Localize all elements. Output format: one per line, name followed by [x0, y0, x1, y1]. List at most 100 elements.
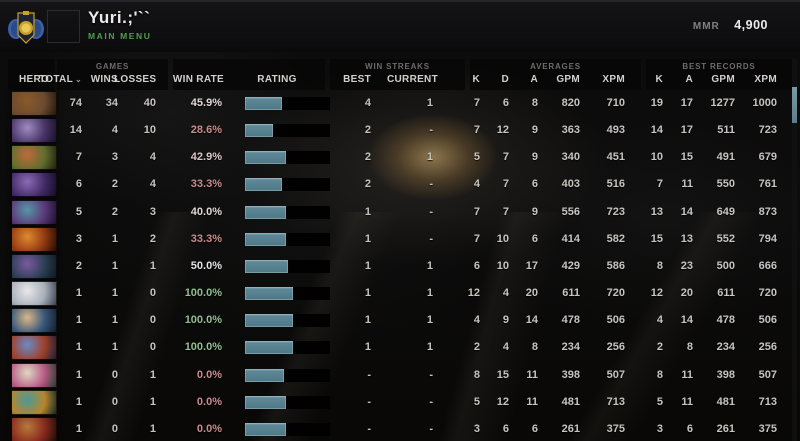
avg-kills-value: 5 — [473, 151, 480, 164]
hero-stats-row[interactable]: 1 0 1 0.0% - - 5 12 11 481 713 5 11 481 … — [0, 389, 800, 416]
best-gpm-value: 500 — [716, 259, 735, 272]
rating-bar-fill — [245, 232, 286, 246]
best-xpm-value: 794 — [758, 232, 777, 245]
column-header-rec-k[interactable]: K — [655, 74, 663, 85]
losses-value: 3 — [149, 205, 156, 218]
column-header-win-rate[interactable]: WIN RATE — [172, 74, 224, 85]
hero-portrait[interactable] — [11, 335, 57, 361]
avg-assists-value: 17 — [525, 259, 538, 272]
column-header-avg-a[interactable]: A — [530, 74, 538, 85]
wins-value: 34 — [105, 97, 118, 109]
avg-kills-value: 7 — [473, 205, 480, 218]
column-header-losses[interactable]: LOSSES — [114, 74, 157, 85]
hero-portrait[interactable] — [11, 253, 57, 279]
avg-xpm-value: 720 — [606, 287, 625, 300]
hero-stats-row[interactable]: 1 0 1 0.0% - - 3 6 6 261 375 3 6 261 375 — [0, 416, 800, 441]
hero-portrait[interactable] — [11, 389, 57, 415]
hero-stats-row[interactable]: 6 2 4 33.3% 2 - 4 7 6 403 516 7 11 550 7… — [0, 171, 800, 198]
avg-xpm-value: 451 — [606, 151, 625, 164]
best-xpm-value: 375 — [758, 422, 777, 435]
hero-portrait[interactable] — [11, 281, 57, 307]
losses-value: 1 — [149, 259, 156, 272]
hero-portrait[interactable] — [11, 145, 57, 171]
best-assists-value: 11 — [681, 368, 693, 381]
column-header-avg-d[interactable]: D — [501, 74, 509, 85]
column-header-total[interactable]: TOTAL ⌄ — [39, 74, 82, 85]
hero-portrait[interactable] — [11, 91, 57, 116]
win-rate-value: 100.0% — [184, 287, 222, 300]
hero-stats-row[interactable]: 14 4 10 28.6% 2 - 7 12 9 363 493 14 17 5… — [0, 117, 800, 144]
hero-portrait[interactable] — [11, 416, 57, 441]
hero-stats-row[interactable]: 1 1 0 100.0% 1 1 12 4 20 611 720 12 20 6… — [0, 280, 800, 307]
losses-value: 2 — [149, 232, 156, 245]
avg-deaths-value: 4 — [502, 287, 509, 300]
column-header-wins[interactable]: WINS — [90, 74, 118, 85]
column-header-rating[interactable]: RATING — [257, 74, 297, 85]
best-kills-value: 4 — [656, 314, 663, 327]
column-header-rec-gpm[interactable]: GPM — [711, 74, 735, 85]
hero-portrait[interactable] — [11, 308, 57, 334]
streak-current-value: - — [429, 124, 433, 137]
best-xpm-value: 713 — [758, 395, 777, 408]
hero-stats-row[interactable]: 1 1 0 100.0% 1 1 2 4 8 234 256 2 8 234 2… — [0, 334, 800, 361]
column-header-rec-xpm[interactable]: XPM — [754, 74, 777, 85]
rating-bar — [245, 151, 330, 165]
hero-stats-row[interactable]: 2 1 1 50.0% 1 1 6 10 17 429 586 8 23 500… — [0, 253, 800, 280]
hero-portrait[interactable] — [11, 118, 57, 144]
avg-assists-value: 6 — [531, 178, 538, 191]
scrollbar-thumb[interactable] — [792, 87, 797, 123]
group-label-best-records: BEST RECORDS — [682, 62, 756, 71]
avg-gpm-value: 414 — [561, 232, 580, 245]
avg-assists-value: 9 — [531, 151, 538, 164]
column-header-hero[interactable]: HERO — [18, 74, 50, 85]
hero-stats-row[interactable]: 3 1 2 33.3% 1 - 7 10 6 414 582 15 13 552… — [0, 226, 800, 253]
hero-portrait[interactable] — [11, 362, 57, 388]
losses-value: 0 — [149, 287, 156, 300]
scrollbar-track[interactable] — [792, 59, 797, 441]
hero-portrait[interactable] — [11, 199, 57, 225]
hero-portrait[interactable] — [11, 172, 57, 198]
rating-bar — [245, 341, 330, 355]
rating-bar-fill — [245, 178, 283, 192]
wins-value: 2 — [111, 178, 118, 191]
best-assists-value: 14 — [680, 205, 693, 218]
streak-current-value: 1 — [426, 341, 433, 354]
column-header-avg-gpm[interactable]: GPM — [556, 74, 580, 85]
column-header-streak-current[interactable]: CURRENT — [387, 74, 438, 85]
rating-bar — [245, 178, 330, 192]
header-box-streaks: WIN STREAKS — [330, 59, 465, 90]
hero-stats-row[interactable]: 5 2 3 40.0% 1 - 7 7 9 556 723 13 14 649 … — [0, 199, 800, 226]
total-games-value: 1 — [75, 314, 82, 327]
rating-bar — [245, 395, 330, 409]
column-header-avg-k[interactable]: K — [472, 74, 480, 85]
streak-best-value: 1 — [364, 287, 371, 300]
avg-assists-value: 6 — [531, 422, 538, 435]
player-avatar[interactable] — [47, 10, 80, 43]
avg-xpm-value: 516 — [606, 178, 625, 191]
avg-deaths-value: 7 — [502, 205, 509, 218]
avg-xpm-value: 582 — [606, 232, 625, 245]
best-assists-value: 20 — [680, 287, 693, 300]
best-gpm-value: 261 — [716, 422, 735, 435]
header-box-hero — [8, 59, 55, 90]
column-header-rec-a[interactable]: A — [685, 74, 693, 85]
avg-gpm-value: 820 — [561, 97, 580, 109]
best-kills-value: 15 — [650, 232, 663, 245]
player-profile[interactable]: Yuri.;'`` MAIN MENU — [88, 8, 152, 41]
hero-stats-row[interactable]: 7 3 4 42.9% 2 1 5 7 9 340 451 10 15 491 … — [0, 144, 800, 171]
avg-xpm-value: 493 — [606, 124, 625, 137]
losses-value: 0 — [149, 314, 156, 327]
hero-portrait[interactable] — [11, 226, 57, 252]
group-label-games: GAMES — [95, 62, 130, 71]
hero-stats-row[interactable]: 74 34 40 45.9% 4 1 7 6 8 820 710 19 17 1… — [0, 90, 800, 117]
column-header-streak-best[interactable]: BEST — [343, 74, 371, 85]
hero-stats-row[interactable]: 1 1 0 100.0% 1 1 4 9 14 478 506 4 14 478… — [0, 307, 800, 334]
best-kills-value: 10 — [650, 151, 663, 164]
streak-best-value: 1 — [364, 341, 371, 354]
column-header-avg-xpm[interactable]: XPM — [602, 74, 625, 85]
best-assists-value: 6 — [686, 422, 693, 435]
best-gpm-value: 481 — [716, 395, 735, 408]
hero-stats-row[interactable]: 1 0 1 0.0% - - 8 15 11 398 507 8 11 398 … — [0, 362, 800, 389]
avg-kills-value: 2 — [473, 341, 480, 354]
smoky-background — [0, 52, 800, 441]
